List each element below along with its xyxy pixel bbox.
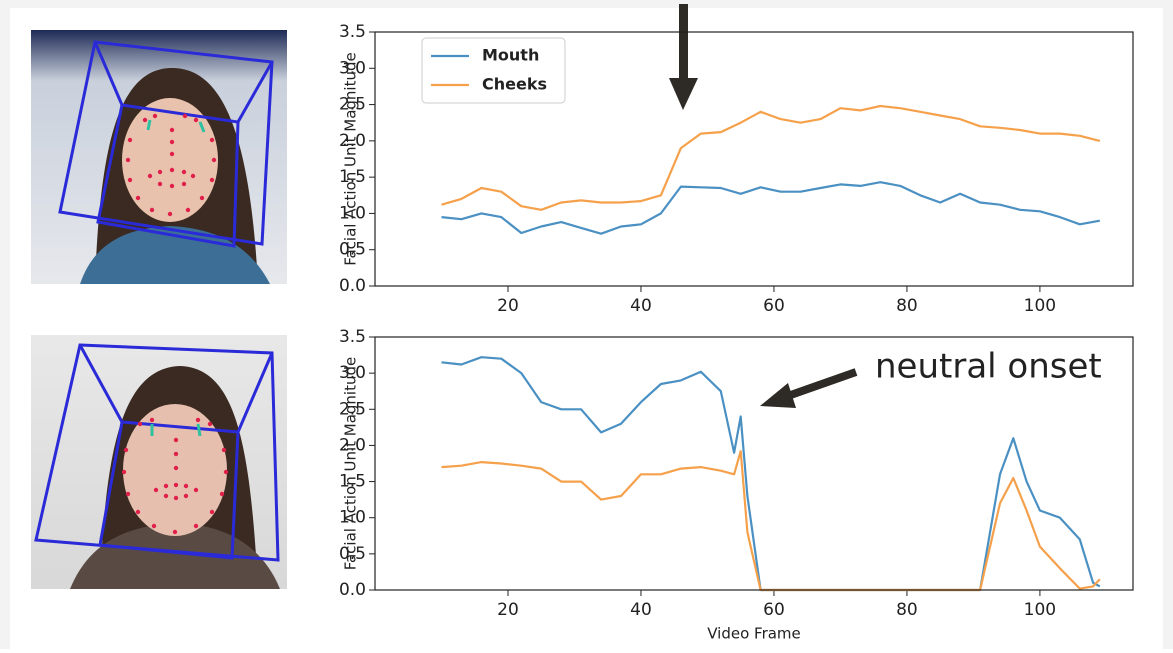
x-tick-label: 100: [1024, 296, 1056, 316]
arrow-left: [760, 368, 858, 408]
y-axis-label: Facial Action Unit Magnitude: [342, 52, 360, 266]
y-tick-label: 1.0: [339, 508, 366, 528]
series-line: [441, 450, 1101, 592]
y-tick-label: 1.5: [339, 167, 366, 187]
annotation: neutral onset: [875, 347, 1102, 387]
y-tick-label: 2.5: [339, 95, 366, 115]
x-tick-label: 80: [896, 600, 918, 620]
x-tick-label: 60: [763, 600, 785, 620]
x-tick-label: 40: [630, 600, 652, 620]
y-tick-label: 3.5: [339, 22, 366, 42]
face-photo-bottom: [31, 335, 287, 589]
series-line: [441, 356, 1101, 592]
x-tick-label: 40: [630, 296, 652, 316]
series-line: [441, 181, 1100, 235]
y-tick-label: 0.5: [339, 544, 366, 564]
y-tick-label: 1.0: [339, 203, 366, 223]
series-line: [441, 104, 1101, 211]
axes-frame: [374, 336, 1134, 591]
arrow-down: [669, 4, 698, 110]
y-tick-label: 0.5: [339, 240, 366, 260]
x-axis-label: Video Frame: [707, 625, 801, 643]
legend-box: [421, 37, 566, 104]
x-tick-label: 60: [763, 296, 785, 316]
x-tick-label: 20: [497, 600, 519, 620]
axes-frame: [374, 31, 1134, 287]
legend-label: Cheeks: [482, 75, 547, 94]
x-tick-label: 100: [1024, 600, 1056, 620]
y-tick-label: 1.5: [339, 472, 366, 492]
x-tick-label: 80: [896, 296, 918, 316]
y-tick-label: 0.0: [339, 276, 366, 296]
y-axis-label: Facial Action Unit Magnitude: [342, 357, 360, 571]
face-photo-top: [31, 30, 287, 284]
x-tick-label: 20: [497, 296, 519, 316]
y-tick-label: 0.0: [339, 580, 366, 600]
y-tick-label: 2.5: [339, 399, 366, 419]
legend-label: Mouth: [482, 46, 539, 65]
y-tick-label: 2.0: [339, 131, 366, 151]
y-tick-label: 3.0: [339, 58, 366, 78]
y-tick-label: 3.5: [339, 327, 366, 347]
y-tick-label: 3.0: [339, 363, 366, 383]
y-tick-label: 2.0: [339, 435, 366, 455]
